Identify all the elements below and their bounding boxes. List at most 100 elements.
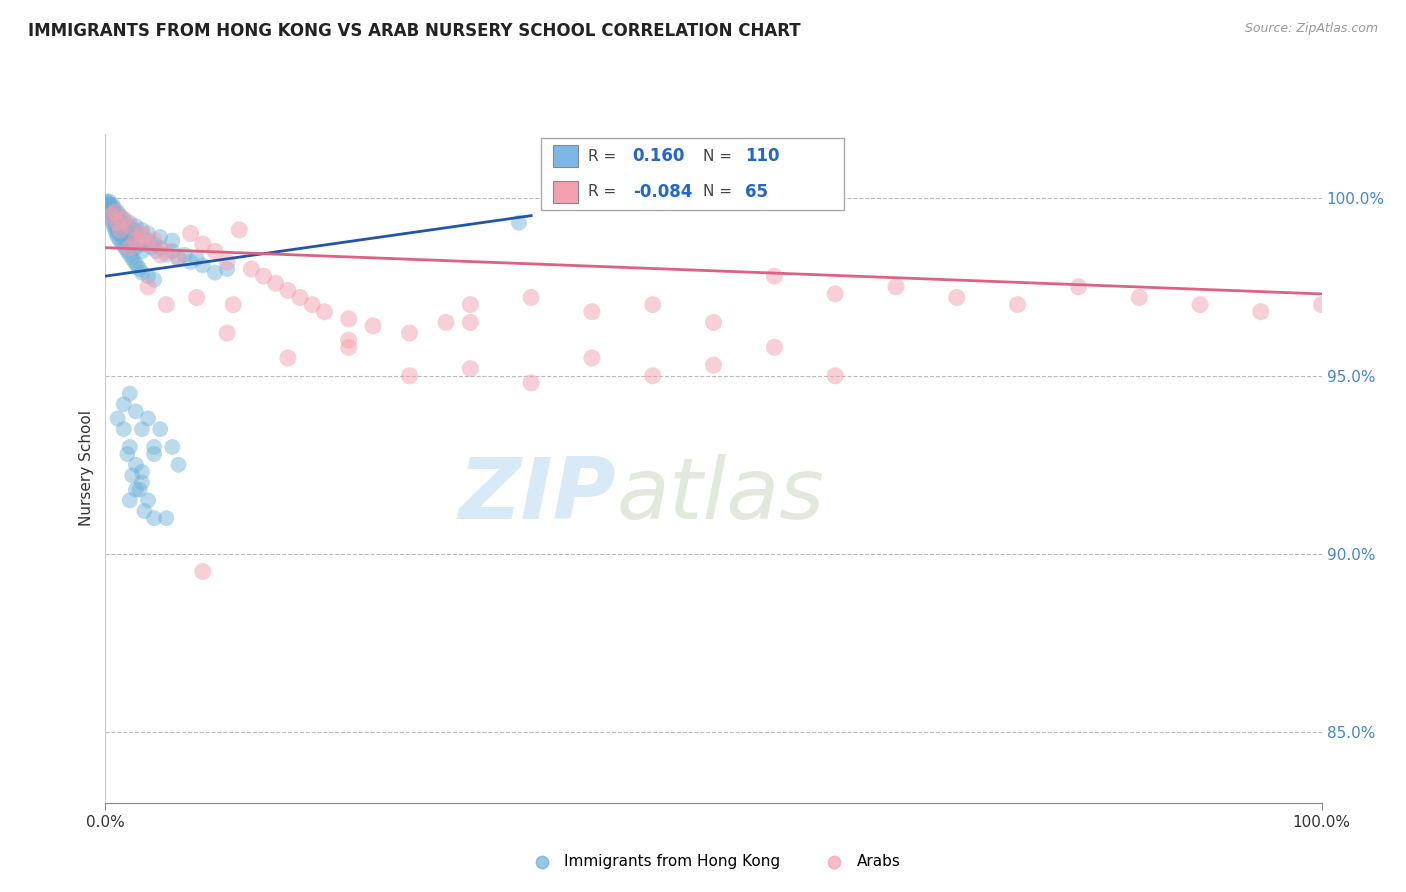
Point xyxy=(204,266,226,280)
Point xyxy=(136,237,159,252)
Point xyxy=(180,227,202,241)
Point xyxy=(117,234,139,248)
Text: -0.084: -0.084 xyxy=(633,183,692,201)
Point xyxy=(117,244,139,259)
Text: 0.160: 0.160 xyxy=(633,147,685,165)
Text: R =: R = xyxy=(588,149,621,163)
Point xyxy=(134,237,156,252)
Point xyxy=(884,280,907,294)
Point xyxy=(108,227,131,241)
Point xyxy=(101,205,124,219)
Point xyxy=(277,351,299,365)
Point xyxy=(191,565,214,579)
Point xyxy=(100,202,122,216)
Point xyxy=(131,422,153,436)
Point xyxy=(641,368,664,383)
Point xyxy=(107,230,129,244)
Point xyxy=(98,209,121,223)
Point xyxy=(240,262,263,277)
Point xyxy=(136,227,159,241)
Point xyxy=(122,223,145,237)
Point xyxy=(103,209,125,223)
Point xyxy=(136,493,159,508)
Point xyxy=(125,259,148,273)
Point xyxy=(434,315,457,329)
Point xyxy=(520,291,543,305)
Point xyxy=(277,284,299,298)
Point xyxy=(398,368,420,383)
Text: N =: N = xyxy=(703,149,737,163)
Point xyxy=(641,297,664,311)
Point xyxy=(101,216,124,230)
Point xyxy=(508,216,530,230)
Point xyxy=(104,205,127,219)
Point xyxy=(108,234,131,248)
Point xyxy=(217,326,239,340)
Point xyxy=(222,297,245,311)
Point xyxy=(143,273,166,287)
Point xyxy=(1128,291,1150,305)
Point xyxy=(149,422,172,436)
Point xyxy=(118,493,141,508)
Point xyxy=(1067,280,1090,294)
Point xyxy=(131,227,153,241)
Point xyxy=(217,255,239,269)
Point xyxy=(191,259,214,273)
Point xyxy=(824,368,846,383)
Point xyxy=(131,244,153,259)
Point xyxy=(100,203,122,218)
Point xyxy=(98,198,121,212)
Point xyxy=(111,216,134,230)
Point xyxy=(149,230,172,244)
Point xyxy=(141,241,163,255)
Point xyxy=(131,266,153,280)
Point xyxy=(149,241,172,255)
Point xyxy=(125,458,148,472)
Point xyxy=(105,227,128,241)
Point xyxy=(128,237,150,252)
Point xyxy=(97,202,120,216)
Point xyxy=(112,422,135,436)
Point xyxy=(1007,297,1029,311)
Point xyxy=(125,227,148,241)
Text: 110: 110 xyxy=(745,147,780,165)
Point xyxy=(112,212,135,227)
Point xyxy=(1189,297,1212,311)
Point xyxy=(118,216,141,230)
Point xyxy=(252,269,274,284)
Point xyxy=(167,252,190,266)
Point xyxy=(702,358,725,372)
Point xyxy=(288,291,311,305)
Point xyxy=(118,440,141,454)
Point xyxy=(155,511,177,525)
Point xyxy=(186,291,208,305)
Point xyxy=(180,255,202,269)
Point xyxy=(131,465,153,479)
Point xyxy=(143,234,166,248)
Point xyxy=(186,252,208,266)
Point xyxy=(136,411,159,425)
Point xyxy=(107,223,129,237)
Point xyxy=(1250,304,1272,318)
Point xyxy=(103,219,125,234)
Point xyxy=(100,212,122,227)
Point xyxy=(104,216,127,230)
Point xyxy=(110,223,132,237)
Point xyxy=(162,234,184,248)
Point xyxy=(702,315,725,329)
Point xyxy=(107,216,129,230)
Point xyxy=(143,237,166,252)
Text: atlas: atlas xyxy=(616,453,824,537)
Point xyxy=(125,219,148,234)
Point xyxy=(301,297,323,311)
Point xyxy=(124,255,146,269)
Point xyxy=(162,244,184,259)
Point xyxy=(155,244,177,259)
Point xyxy=(763,269,786,284)
Point xyxy=(145,244,167,259)
Point xyxy=(118,241,141,255)
Point xyxy=(98,205,121,219)
Point xyxy=(118,219,141,234)
Point xyxy=(458,361,481,376)
Point xyxy=(103,209,125,223)
